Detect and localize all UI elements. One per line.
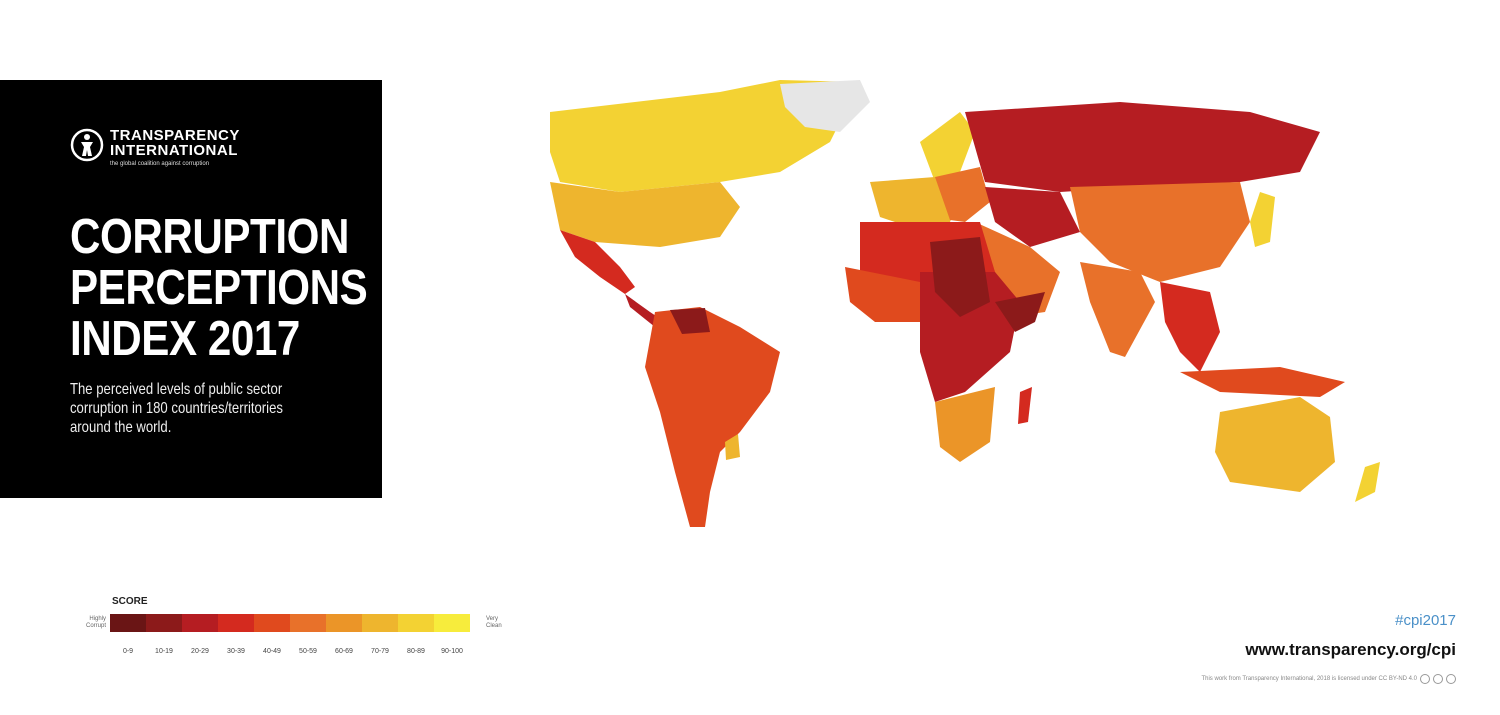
legend-tick-label: 0-9 <box>122 648 134 655</box>
title-line1: CORRUPTION <box>70 210 349 264</box>
world-map <box>550 80 1380 527</box>
legend-swatch <box>434 614 470 632</box>
score-legend: SCORE Highly Corrupt 0-9 10-19 20-29 30-39 4… <box>62 592 502 662</box>
region-new-zealand <box>1355 462 1380 502</box>
legend-title: SCORE <box>112 596 148 607</box>
legend-swatch <box>290 614 326 632</box>
region-southern-africa <box>935 387 995 462</box>
region-japan <box>1250 192 1275 247</box>
legend-swatch <box>254 614 290 632</box>
legend-low-label-line2: Corrupt <box>85 623 106 629</box>
legend-high-label-line2: Clean <box>486 623 502 629</box>
cc-icon <box>1420 674 1430 684</box>
globe-figure-icon <box>70 128 104 162</box>
legend-tick-label: 50-59 <box>299 648 317 655</box>
region-russia <box>965 102 1320 192</box>
region-australia <box>1215 397 1335 492</box>
legend-tick-label: 40-49 <box>263 648 281 655</box>
legend-low-label: Highly Corrupt <box>62 616 106 630</box>
legend-low-label-line1: Highly <box>89 616 106 622</box>
legend-tick-label: 90-100 <box>441 648 463 655</box>
legend-color-scale <box>110 614 470 632</box>
region-southeast-asia <box>1160 282 1220 372</box>
by-icon <box>1433 674 1443 684</box>
region-scandinavia <box>920 112 975 182</box>
region-india <box>1080 262 1155 357</box>
legend-tick-label: 60-69 <box>335 648 353 655</box>
legend-tick-label: 80-89 <box>407 648 425 655</box>
legend-tick-label: 30-39 <box>227 648 245 655</box>
legend-swatch <box>218 614 254 632</box>
legend-swatch <box>182 614 218 632</box>
region-horn-of-africa <box>995 292 1045 332</box>
legend-swatch <box>326 614 362 632</box>
region-venezuela <box>670 308 710 334</box>
hashtag: #cpi2017 <box>1395 612 1456 629</box>
transparency-international-logo: TRANSPARENCY INTERNATIONAL the global co… <box>70 128 240 167</box>
legend-high-label: Very Clean <box>486 616 516 630</box>
region-madagascar <box>1018 387 1032 424</box>
legend-swatch <box>398 614 434 632</box>
subtitle-line3: around the world. <box>70 419 172 436</box>
subtitle-line1: The perceived levels of public sector <box>70 381 283 398</box>
brand-name-line2: INTERNATIONAL <box>110 142 238 159</box>
website-url[interactable]: www.transparency.org/cpi <box>1245 640 1456 659</box>
legend-high-label-line1: Very <box>486 616 499 622</box>
legend-swatch <box>110 614 146 632</box>
region-chile-uruguay <box>725 434 740 460</box>
license-notice: This work from Transparency Internationa… <box>1201 674 1456 684</box>
region-south-america <box>645 307 780 527</box>
subtitle: The perceived levels of public sector co… <box>70 380 370 437</box>
region-central-asia <box>985 187 1080 247</box>
region-greenland <box>780 80 870 132</box>
brand-tagline: the global coalition against corruption <box>110 161 210 167</box>
nd-icon <box>1446 674 1456 684</box>
legend-tick-label: 20-29 <box>191 648 209 655</box>
title-panel: TRANSPARENCY INTERNATIONAL the global co… <box>0 80 382 498</box>
region-china <box>1070 182 1250 282</box>
region-mexico <box>560 230 635 294</box>
title-line3: INDEX 2017 <box>70 312 300 366</box>
region-west-africa <box>845 267 920 322</box>
legend-ticks: 0-9 10-19 20-29 30-39 40-49 50-59 60-69 70-79 80… <box>110 648 470 655</box>
title-line2: PERCEPTIONS <box>70 261 368 315</box>
subtitle-line2: corruption in 180 countries/territories <box>70 400 283 417</box>
brand-name-line1: TRANSPARENCY <box>110 127 240 144</box>
legend-tick-label: 70-79 <box>371 648 389 655</box>
region-indonesia <box>1180 367 1345 397</box>
region-central-africa <box>920 272 1020 402</box>
region-eastern-europe <box>935 167 990 222</box>
legend-tick-label: 10-19 <box>155 648 173 655</box>
page-title: CORRUPTION PERCEPTIONS INDEX 2017 <box>70 212 416 365</box>
region-united-states <box>550 182 740 247</box>
legend-swatch <box>362 614 398 632</box>
region-canada-alaska <box>550 80 860 192</box>
region-western-europe <box>870 177 960 227</box>
region-sudan-libya <box>930 237 990 317</box>
license-text: This work from Transparency Internationa… <box>1201 676 1417 682</box>
legend-swatch <box>146 614 182 632</box>
